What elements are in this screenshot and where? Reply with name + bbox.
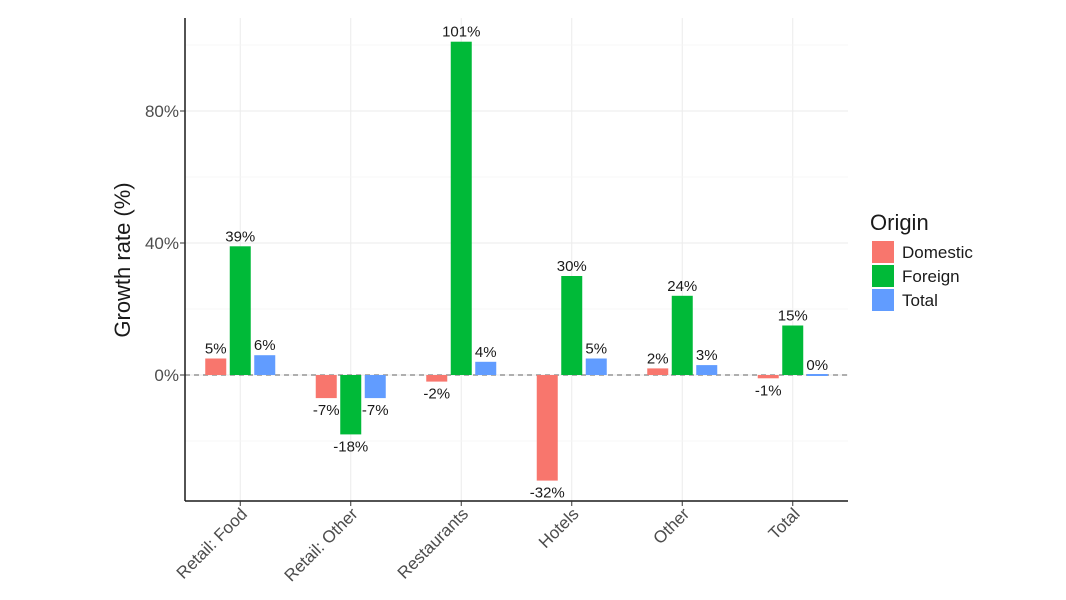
bar-total-3 [585,358,607,375]
bar-domestic-2 [426,375,448,382]
bar-foreign-4 [671,295,693,375]
legend-label-foreign: Foreign [902,267,960,286]
legend-swatch-foreign [872,265,894,287]
data-label-domestic-5: -1% [755,382,782,399]
x-tick-label: Restaurants [394,504,472,582]
data-label-domestic-3: -32% [530,485,565,502]
data-label-total-0: 6% [254,337,276,354]
grid-lines [185,18,848,501]
bar-foreign-1 [340,375,362,435]
bars [205,41,828,481]
bar-foreign-2 [450,41,472,375]
x-tick-label: Hotels [535,504,583,552]
y-axis-title: Growth rate (%) [110,182,135,337]
bar-total-4 [696,365,718,375]
bar-foreign-3 [561,276,583,375]
legend-title: Origin [870,210,929,235]
x-tick-label: Total [765,504,804,543]
data-label-foreign-3: 30% [557,258,587,275]
legend-swatch-domestic [872,241,894,263]
legend-label-total: Total [902,291,938,310]
bar-total-0 [254,355,276,375]
data-label-total-2: 4% [475,344,497,361]
legend-swatch-total [872,289,894,311]
data-label-total-5: 0% [806,357,828,374]
data-labels: 5% 39% 6% -7% -18% -7% -2% 101% 4% -32% 30% 5% 2% 24%… [205,24,828,502]
data-label-foreign-4: 24% [667,278,697,295]
bar-domestic-0 [205,358,227,375]
y-tick-label: 80% [145,102,179,121]
data-label-total-4: 3% [696,347,718,364]
bar-domestic-4 [647,368,669,375]
data-label-foreign-1: -18% [333,438,368,455]
data-label-foreign-2: 101% [442,24,480,41]
legend: Origin Domestic Foreign Total [870,210,973,311]
bar-domestic-1 [315,375,337,399]
bar-foreign-5 [782,325,804,375]
data-label-foreign-0: 39% [225,228,255,245]
axes [180,18,848,506]
bar-domestic-5 [757,375,779,379]
data-label-foreign-5: 15% [778,308,808,325]
bar-total-5 [806,374,828,376]
data-label-domestic-2: -2% [423,386,450,403]
x-tick-label: Retail: Other [281,504,362,585]
data-label-domestic-0: 5% [205,341,227,358]
data-label-total-1: -7% [362,402,389,419]
y-tick-label: 0% [154,366,179,385]
data-label-domestic-1: -7% [313,402,340,419]
bar-total-1 [364,375,386,399]
bar-foreign-0 [229,246,251,375]
x-tick-label: Other [650,504,694,548]
x-tick-label: Retail: Food [173,504,251,582]
y-tick-label: 40% [145,234,179,253]
data-label-domestic-4: 2% [647,350,669,367]
x-tick-labels: Retail: Food Retail: Other Restaurants Hote… [173,504,804,585]
bar-domestic-3 [536,375,558,481]
data-label-total-3: 5% [585,341,607,358]
bar-total-2 [475,361,497,375]
legend-label-domestic: Domestic [902,243,973,262]
legend-items: Domestic Foreign Total [872,241,973,311]
y-tick-labels: 0% 40% 80% [145,102,179,385]
